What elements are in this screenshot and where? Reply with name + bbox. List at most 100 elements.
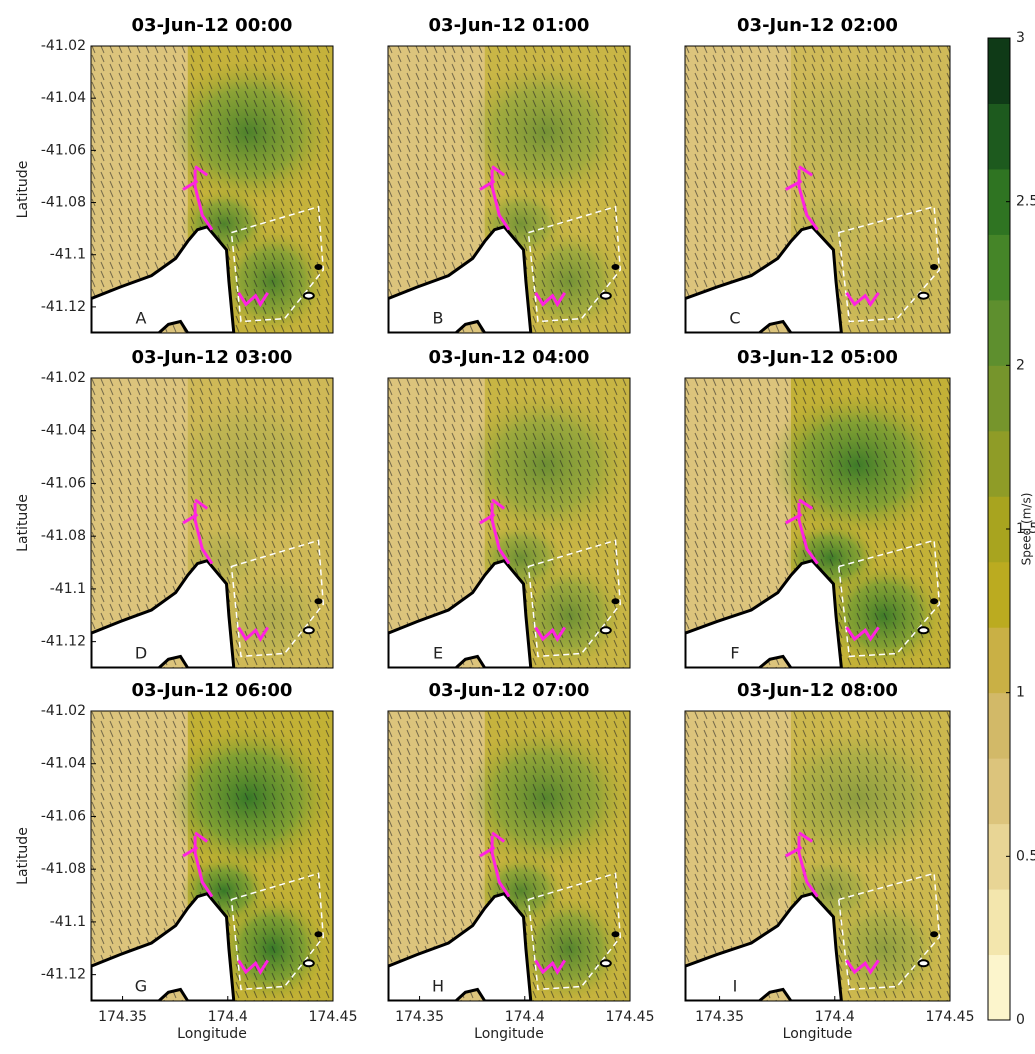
panel-title: 03-Jun-12 04:00 (429, 347, 590, 368)
x-tick-label: 174.35 (395, 1009, 444, 1025)
map-panel: 03-Jun-12 04:00 E (387, 347, 631, 669)
transect (797, 169, 819, 231)
x-tick-label: 174.35 (98, 1009, 147, 1025)
colorbar-band (988, 365, 1010, 432)
panel-content (685, 378, 950, 668)
panel-content (685, 711, 950, 1001)
colorbar-band (988, 627, 1010, 694)
panel-frame (684, 45, 951, 334)
panel-frame (90, 377, 334, 669)
land (91, 558, 236, 668)
transect (491, 831, 506, 843)
panel-frame (387, 710, 631, 1002)
transect (797, 502, 819, 565)
colorbar-band (988, 103, 1010, 170)
panel-frame (684, 377, 951, 669)
panel-content (91, 378, 333, 668)
colorbar-tick-label: 1 (1016, 685, 1025, 701)
island (917, 291, 930, 300)
island (314, 931, 323, 938)
map-panel: 03-Jun-12 01:00 B (387, 15, 631, 334)
island (302, 626, 315, 635)
study-area (230, 872, 325, 991)
transect (845, 959, 880, 975)
land (388, 225, 533, 333)
panel-label: B (433, 309, 444, 328)
colorbar-tick-label: 2 (1016, 357, 1025, 373)
transect (194, 165, 209, 177)
transect (798, 165, 814, 177)
panel-frame (90, 45, 334, 334)
island (302, 291, 315, 300)
map-panel: 03-Jun-12 00:00 A -41.02 -41.04 -41.06 -41.08… (15, 15, 334, 334)
transect (798, 498, 814, 510)
panel-content (685, 46, 950, 333)
transect (237, 959, 269, 975)
y-tick-label: -41.06 (41, 475, 86, 491)
colorbar-tick-label: 1.5 (1016, 521, 1035, 537)
transect (845, 291, 880, 308)
map-panel: 03-Jun-12 06:00 G -41.02 -41.04 -41.06 -41.08… (15, 680, 358, 1042)
land (685, 892, 843, 1001)
y-tick-label: -41.12 (41, 299, 86, 315)
panel-content (388, 46, 630, 333)
panel-content (91, 711, 333, 1001)
x-tick-label: 174.45 (309, 1009, 358, 1025)
colorbar-band (988, 38, 1010, 104)
y-tick-label: -41.1 (50, 247, 86, 263)
study-area (527, 872, 622, 991)
colorbar-band (988, 299, 1010, 366)
island (930, 263, 939, 270)
y-tick-label: -41.08 (41, 528, 86, 544)
panel-label: I (733, 977, 738, 996)
land (91, 891, 236, 1001)
panel-frame (684, 710, 951, 1002)
panel-label: C (729, 309, 740, 328)
transect (534, 626, 566, 642)
map-panel: 03-Jun-12 05:00 F (684, 347, 951, 669)
study-area (527, 539, 622, 658)
land (91, 225, 236, 333)
x-tick-label: 174.4 (815, 1009, 855, 1025)
colorbar-band (988, 889, 1010, 956)
colorbar-band (988, 823, 1010, 890)
island (599, 291, 612, 300)
colorbar-tick-label: 2.5 (1016, 194, 1035, 210)
transect (193, 502, 214, 565)
map-panel: 03-Jun-12 08:00 I 174.35 174.4 174.45 Longitu… (684, 680, 975, 1042)
panel-title: 03-Jun-12 00:00 (132, 15, 293, 36)
y-tick-label: -41.08 (41, 861, 86, 877)
study-area (230, 539, 325, 658)
map-panel: 03-Jun-12 02:00 C (684, 15, 951, 334)
island (611, 931, 620, 938)
colorbar-band (988, 954, 1010, 1021)
y-axis-label: Latitude (15, 494, 31, 552)
panel-content (91, 46, 333, 333)
panel-title: 03-Jun-12 05:00 (737, 347, 898, 368)
land (685, 225, 843, 333)
x-tick-label: 174.4 (505, 1009, 545, 1025)
x-tick-label: 174.45 (606, 1009, 655, 1025)
island (599, 626, 612, 635)
x-axis-label: Longitude (177, 1026, 247, 1042)
panel-title: 03-Jun-12 07:00 (429, 680, 590, 701)
panel-label: E (433, 644, 443, 663)
y-axis-label: Latitude (15, 161, 31, 219)
land (388, 558, 533, 668)
transect (237, 626, 269, 642)
panel-title: 03-Jun-12 06:00 (132, 680, 293, 701)
transect (798, 831, 814, 843)
x-tick-label: 174.4 (208, 1009, 248, 1025)
colorbar-tick-label: 3 (1016, 30, 1025, 46)
transect (193, 835, 214, 898)
y-tick-label: -41.04 (41, 423, 86, 439)
panel-title: 03-Jun-12 01:00 (429, 15, 590, 36)
colorbar-label: Speed (m/s) (1020, 493, 1034, 566)
x-tick-label: 174.35 (695, 1009, 744, 1025)
island (930, 598, 939, 605)
transect (534, 291, 566, 308)
y-tick-label: -41.1 (50, 914, 86, 930)
y-tick-label: -41.1 (50, 581, 86, 597)
y-tick-label: -41.08 (41, 195, 86, 211)
colorbar-band (988, 496, 1010, 563)
